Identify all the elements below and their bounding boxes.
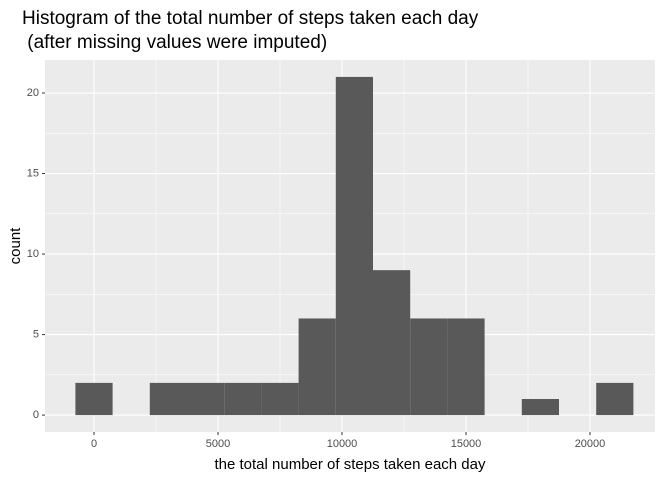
bar: [447, 318, 485, 416]
bar: [187, 382, 225, 416]
chart-title: Histogram of the total number of steps t…: [22, 8, 479, 29]
y-tick-label: 10: [27, 248, 39, 260]
bar: [224, 382, 262, 416]
y-tick-label: 5: [33, 328, 39, 340]
x-tick-label: 5000: [206, 438, 230, 450]
x-tick-label: 15000: [451, 438, 482, 450]
bar: [298, 318, 336, 416]
bar: [75, 382, 113, 416]
bar: [149, 382, 188, 416]
x-tick-label: 0: [91, 438, 97, 450]
y-tick-label: 20: [27, 87, 39, 99]
bar: [261, 382, 299, 416]
x-axis-title: the total number of steps taken each day: [214, 456, 486, 473]
x-tick-label: 20000: [575, 438, 606, 450]
chart-title: (after missing values were imputed): [22, 32, 327, 53]
y-tick-label: 0: [33, 409, 39, 421]
x-tick-label: 10000: [327, 438, 358, 450]
bar: [373, 270, 411, 416]
bar: [596, 382, 634, 416]
bar: [521, 398, 560, 416]
y-tick-label: 15: [27, 167, 39, 179]
y-axis-title: count: [7, 227, 24, 265]
bar: [410, 318, 448, 416]
bar: [335, 76, 374, 416]
